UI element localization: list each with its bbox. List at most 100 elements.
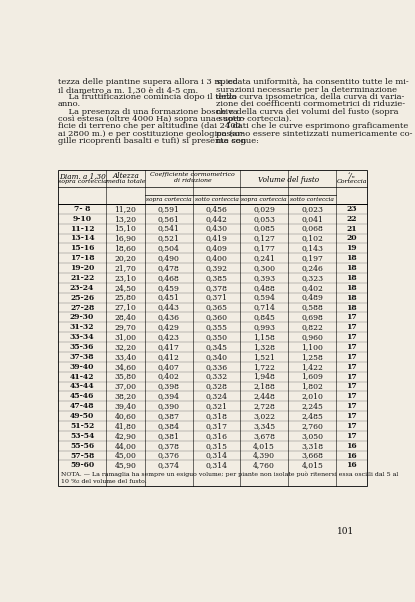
Text: 17: 17 — [347, 353, 357, 361]
Text: 0,068: 0,068 — [301, 225, 323, 232]
Text: 0,402: 0,402 — [301, 284, 323, 292]
Text: 16: 16 — [347, 452, 357, 459]
Text: NOTA. — La ramaglia ha sempre un esiguo volume; per piante non isolate può riten: NOTA. — La ramaglia ha sempre un esiguo … — [61, 472, 398, 477]
Text: 0,436: 0,436 — [158, 314, 180, 321]
Text: 31-32: 31-32 — [70, 323, 94, 331]
Text: 1,328: 1,328 — [253, 343, 275, 351]
Text: 0,429: 0,429 — [158, 323, 180, 331]
Text: 1,158: 1,158 — [253, 333, 275, 341]
Text: 0,321: 0,321 — [205, 402, 227, 410]
Text: 0,960: 0,960 — [301, 333, 323, 341]
Text: 28,40: 28,40 — [115, 314, 137, 321]
Text: 23: 23 — [347, 205, 357, 213]
Text: 19-20: 19-20 — [70, 264, 94, 272]
Text: Volume del fusto: Volume del fusto — [258, 176, 319, 184]
Text: 0,430: 0,430 — [205, 225, 227, 232]
Text: ai 2800 m.) e per costituzione geologica (ar-: ai 2800 m.) e per costituzione geologica… — [58, 129, 244, 138]
Text: 17: 17 — [347, 323, 357, 331]
Text: 21,70: 21,70 — [115, 264, 137, 272]
Text: 18: 18 — [347, 294, 357, 302]
Text: così estesa (oltre 4000 Ha) sopra una super-: così estesa (oltre 4000 Ha) sopra una su… — [58, 115, 245, 123]
Text: 29,70: 29,70 — [115, 323, 137, 331]
Text: 27,10: 27,10 — [115, 303, 137, 311]
Text: 35,80: 35,80 — [115, 373, 137, 380]
Text: 47-48: 47-48 — [70, 402, 94, 410]
Text: Altezza: Altezza — [112, 172, 139, 181]
Text: della curva ipsometrica, della curva di varia-: della curva ipsometrica, della curva di … — [216, 93, 405, 101]
Text: di riduzione: di riduzione — [173, 179, 211, 184]
Text: 0,993: 0,993 — [253, 323, 275, 331]
Text: 1,422: 1,422 — [301, 363, 323, 371]
Text: 35-36: 35-36 — [70, 343, 94, 351]
Text: 29-30: 29-30 — [70, 314, 94, 321]
Text: 17: 17 — [347, 363, 357, 371]
Text: 18: 18 — [347, 303, 357, 311]
Text: 0,504: 0,504 — [158, 244, 180, 252]
Text: 0,376: 0,376 — [158, 452, 180, 459]
Text: 0,317: 0,317 — [205, 422, 227, 430]
Text: 0,400: 0,400 — [205, 254, 227, 262]
Text: 1,521: 1,521 — [253, 353, 275, 361]
Text: 0,456: 0,456 — [205, 205, 227, 213]
Text: il diametro a m. 1,30 è di 4-5 cm.: il diametro a m. 1,30 è di 4-5 cm. — [58, 85, 198, 94]
Text: 0,345: 0,345 — [205, 343, 227, 351]
Text: 18: 18 — [347, 254, 357, 262]
Text: surazioni necessarie per la determinazione: surazioni necessarie per la determinazio… — [216, 85, 397, 94]
Text: 0,102: 0,102 — [301, 234, 323, 243]
Text: 0,323: 0,323 — [301, 274, 323, 282]
Text: ne e della curva dei volumi del fusto (sopra: ne e della curva dei volumi del fusto (s… — [216, 108, 399, 116]
Text: 4,015: 4,015 — [253, 442, 275, 450]
Text: 0,478: 0,478 — [158, 264, 180, 272]
Text: 0,316: 0,316 — [205, 432, 227, 440]
Text: 1,722: 1,722 — [253, 363, 275, 371]
Text: 2,485: 2,485 — [301, 412, 323, 420]
Text: 51-52: 51-52 — [70, 422, 94, 430]
Text: 25,80: 25,80 — [115, 294, 137, 302]
Text: 17: 17 — [347, 393, 357, 400]
Text: 0,085: 0,085 — [253, 225, 275, 232]
Text: 0,336: 0,336 — [205, 363, 227, 371]
Text: 49-50: 49-50 — [70, 412, 94, 420]
Text: 53-54: 53-54 — [70, 432, 94, 440]
Text: Coefficiente cormometrico: Coefficiente cormometrico — [150, 172, 235, 178]
Text: spiccata uniformità, ha consentito tutte le mi-: spiccata uniformità, ha consentito tutte… — [216, 78, 409, 87]
Text: 3,668: 3,668 — [301, 452, 323, 459]
Text: 0,407: 0,407 — [158, 363, 180, 371]
Text: 0,381: 0,381 — [158, 432, 180, 440]
Text: 0,023: 0,023 — [301, 205, 323, 213]
Text: 16,90: 16,90 — [115, 234, 137, 243]
Text: 17: 17 — [347, 343, 357, 351]
Text: 44,00: 44,00 — [115, 442, 137, 450]
Text: 18: 18 — [347, 264, 357, 272]
Text: 0,393: 0,393 — [253, 274, 275, 282]
Text: 57-58: 57-58 — [70, 452, 94, 459]
Text: 3,022: 3,022 — [253, 412, 275, 420]
Text: 21-22: 21-22 — [70, 274, 94, 282]
Text: 0,177: 0,177 — [253, 244, 275, 252]
Text: 15-16: 15-16 — [70, 244, 94, 252]
Text: 13,20: 13,20 — [115, 215, 137, 223]
Text: 38,20: 38,20 — [115, 393, 137, 400]
Text: 0,591: 0,591 — [158, 205, 180, 213]
Text: 0,488: 0,488 — [253, 284, 275, 292]
Text: 37,00: 37,00 — [115, 382, 137, 391]
Text: 0,394: 0,394 — [158, 393, 180, 400]
Text: media totale: media totale — [106, 179, 145, 184]
Text: 21: 21 — [347, 225, 357, 232]
Text: 37-38: 37-38 — [70, 353, 94, 361]
Text: 0,350: 0,350 — [205, 333, 227, 341]
Text: 0,324: 0,324 — [205, 393, 227, 400]
Text: 0,451: 0,451 — [158, 294, 180, 302]
Text: 0,409: 0,409 — [205, 244, 227, 252]
Text: 19: 19 — [347, 244, 357, 252]
Text: 0,374: 0,374 — [158, 461, 180, 470]
Text: 45,90: 45,90 — [115, 461, 137, 470]
Text: 0,360: 0,360 — [205, 314, 227, 321]
Text: 2,188: 2,188 — [253, 382, 275, 391]
Text: anno.: anno. — [58, 101, 81, 108]
Text: La fruttificazione comincia dopo il terzo: La fruttificazione comincia dopo il terz… — [58, 93, 237, 101]
Text: sopra corteccia: sopra corteccia — [146, 197, 192, 202]
Text: 11-12: 11-12 — [70, 225, 94, 232]
Text: 2,448: 2,448 — [253, 393, 275, 400]
Text: 0,698: 0,698 — [301, 314, 323, 321]
